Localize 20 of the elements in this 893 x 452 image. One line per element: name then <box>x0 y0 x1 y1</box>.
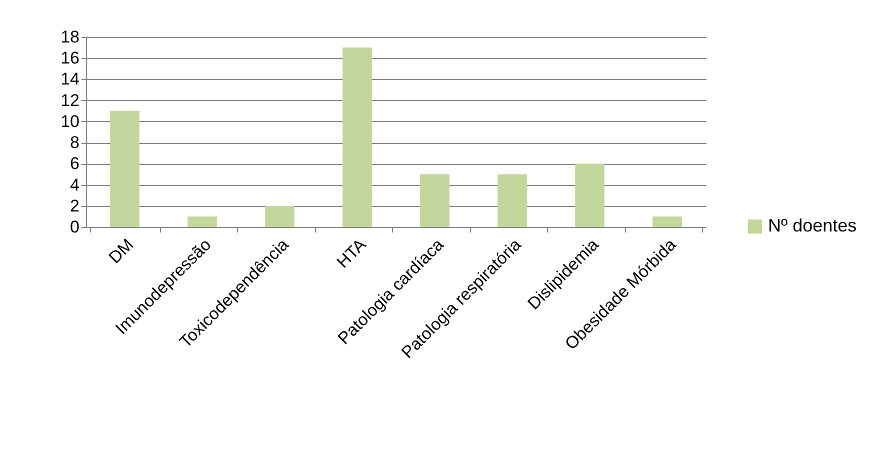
y-tick-label: 18 <box>60 28 80 46</box>
bar <box>110 110 140 227</box>
x-tick-label: HTA <box>333 234 370 272</box>
y-tick-label: 2 <box>70 196 80 216</box>
legend-label: Nº doentes <box>768 216 857 236</box>
bar <box>652 216 682 227</box>
bar <box>188 216 217 227</box>
y-tick-label: 12 <box>60 90 80 110</box>
bar <box>342 48 372 227</box>
bar <box>265 206 294 227</box>
bar <box>575 164 604 227</box>
y-tick-label: 10 <box>60 112 80 131</box>
y-tick-label: 4 <box>70 175 80 194</box>
y-tick-label: 0 <box>70 218 80 236</box>
bar <box>498 174 527 227</box>
y-tick-label: 8 <box>70 133 80 152</box>
bar <box>420 174 450 227</box>
y-tick-label: 16 <box>60 48 80 68</box>
y-tick-label: 6 <box>70 154 80 174</box>
y-tick-label: 14 <box>60 70 80 89</box>
